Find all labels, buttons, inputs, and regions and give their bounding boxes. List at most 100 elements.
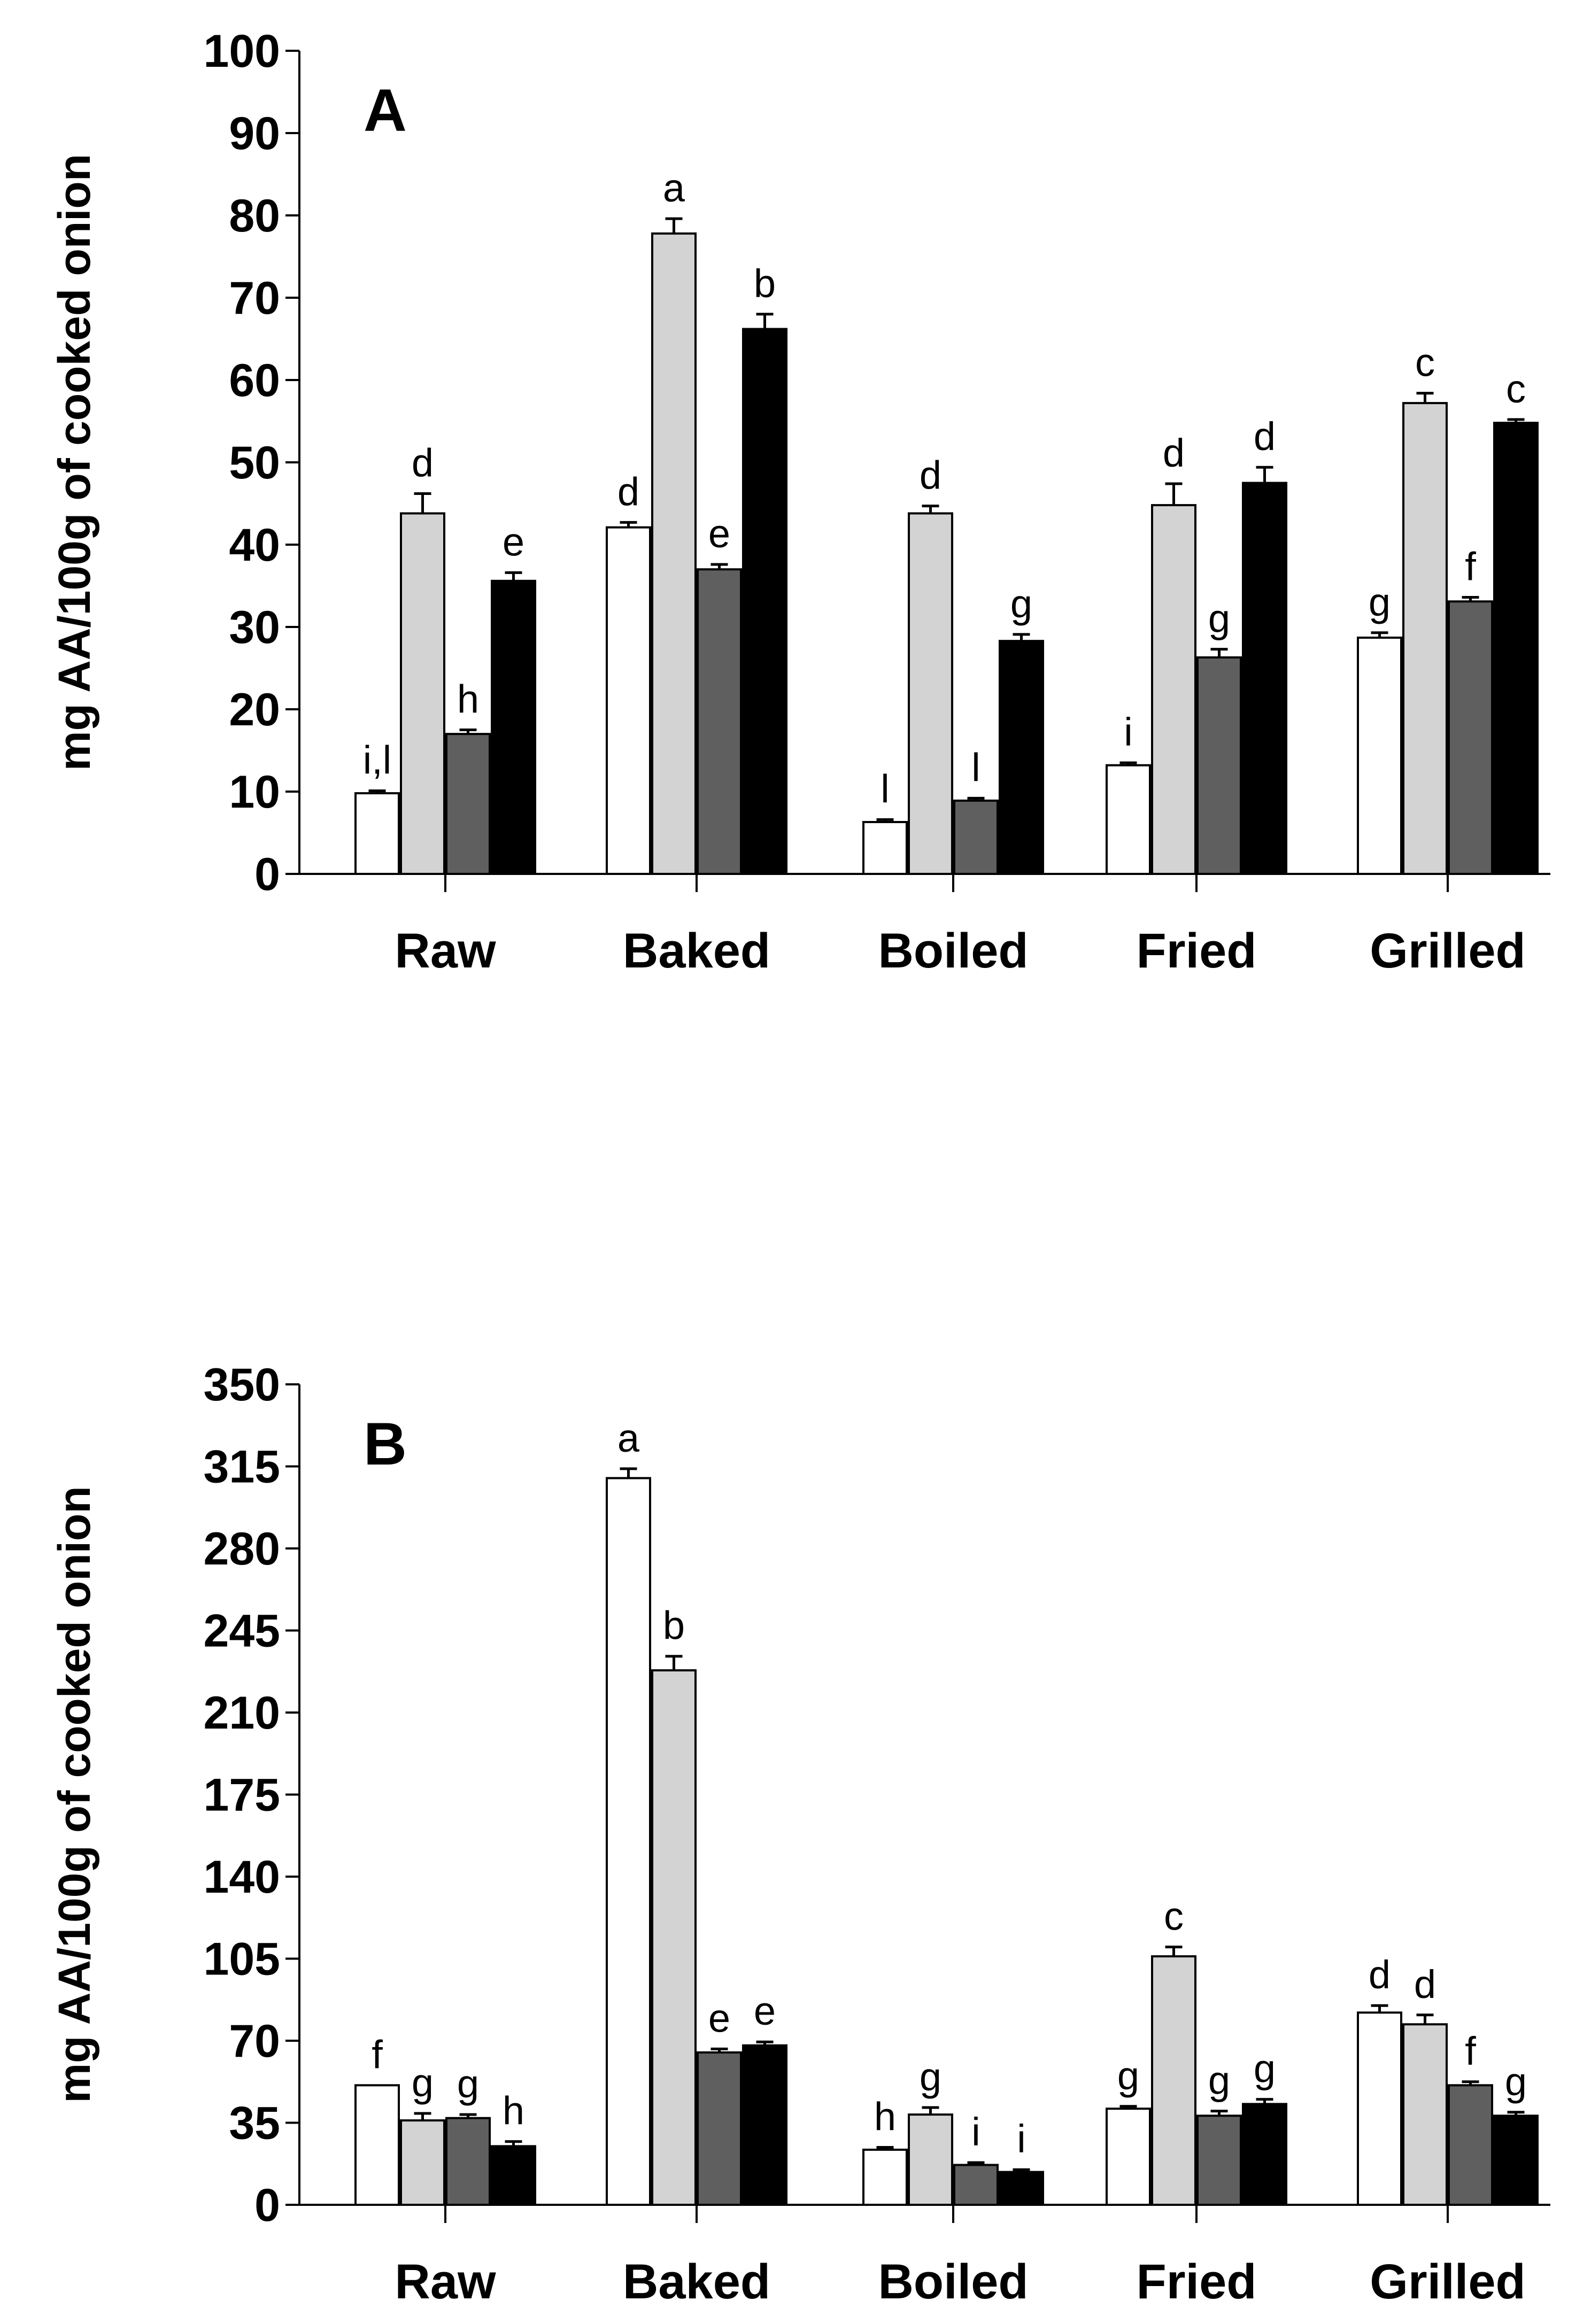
bar-boiled-series-2 [908,2113,953,2206]
significance-letter: d [1163,431,1185,475]
significance-letter: g [1208,2058,1230,2103]
bar-raw-series-4 [491,2145,536,2206]
significance-letter: g [457,2062,479,2106]
significance-letter: g [920,2055,941,2099]
significance-letter: g [1505,2059,1527,2104]
significance-letter: d [1369,1953,1391,1997]
significance-letter: f [372,2032,383,2077]
y-tick-label: 10 [229,766,280,818]
significance-letter: e [708,1996,730,2040]
significance-letter: g [1254,2047,1276,2091]
y-tick-label: 80 [229,190,280,242]
significance-letter: c [1164,1894,1184,1939]
y-tick-label: 0 [254,2180,280,2231]
category-label-boiled: Boiled [878,2255,1028,2309]
category-label-baked: Baked [623,2255,770,2309]
bar-boiled-series-3 [953,2164,999,2206]
significance-letter: h [457,677,479,722]
y-tick-label: 40 [229,520,280,571]
significance-letter: l [881,766,889,811]
bar-baked-series-1 [606,1477,651,2206]
y-tick-label: 20 [229,684,280,735]
y-tick-label: 315 [204,1442,281,1493]
significance-letter: e [503,520,524,564]
significance-letter: d [1414,1962,1436,2007]
bar-boiled-series-2 [908,512,953,875]
y-tick-label: 210 [204,1687,281,1739]
bar-fried-series-2 [1151,504,1196,875]
significance-letter: a [663,166,685,210]
significance-letter: f [1465,545,1476,589]
significance-letter: g [412,2060,434,2105]
significance-letter: e [708,512,730,556]
significance-letter: f [1465,2029,1476,2073]
bar-baked-series-2 [651,1669,697,2206]
y-tick-label: 70 [229,2016,280,2067]
significance-letter: l [971,745,980,789]
panel-a: 0 10 20 30 40 50 60 70 80 90 100 mg AA/100g of cook… [49,26,1550,978]
bar-raw-series-1 [354,792,400,875]
bar-baked-series-3 [697,568,742,875]
bar-raw-series-2 [400,512,445,875]
y-tick-label: 30 [229,602,280,653]
significance-letter: d [920,453,941,498]
significance-letter: g [1208,597,1230,641]
bar-grilled-series-2 [1402,2023,1448,2206]
bar-grilled-series-1 [1357,2011,1402,2206]
y-tick-label: 50 [229,437,280,489]
significance-letter: h [874,2095,896,2139]
bar-raw-series-4 [491,579,536,875]
category-label-fried: Fried [1137,2255,1257,2309]
bar-grilled-series-4 [1493,422,1539,875]
bar-raw-series-3 [445,733,491,875]
bar-boiled-series-4 [999,2171,1044,2206]
y-tick-label: 70 [229,273,280,324]
bar-baked-series-2 [651,232,697,875]
category-label-raw: Raw [395,924,496,978]
bar-fried-series-1 [1106,2108,1151,2206]
bar-boiled-series-1 [862,820,908,875]
significance-letter: b [663,1603,685,1648]
bar-grilled-series-1 [1357,637,1402,876]
significance-letter: h [503,2089,524,2133]
significance-letter: i [971,2110,980,2154]
significance-letter: b [754,261,776,306]
category-label-raw: Raw [395,2255,496,2309]
significance-letter: g [1010,582,1032,626]
category-label-grilled: Grilled [1370,924,1525,978]
y-tick-label: 90 [229,108,280,159]
significance-letter: d [1254,414,1276,459]
significance-letter: g [1117,2054,1139,2098]
bar-raw-series-3 [445,2117,491,2206]
y-axis-title: mg AA/100g of cooked onion [49,154,99,771]
significance-letter: d [412,441,434,485]
significance-letter: c [1415,340,1435,385]
y-tick-label: 100 [204,26,281,77]
significance-letter: g [1369,580,1391,624]
bar-fried-series-4 [1242,2103,1287,2206]
bar-baked-series-4 [742,2044,787,2206]
significance-letter: i,l [363,738,391,782]
bar-boiled-series-4 [999,640,1044,876]
panel-label: A [364,77,407,144]
bar-raw-series-1 [354,2084,400,2206]
bar-fried-series-1 [1106,764,1151,875]
y-tick-label: 60 [229,355,280,406]
bar-fried-series-4 [1242,482,1287,875]
bar-fried-series-2 [1151,1955,1196,2206]
bar-fried-series-3 [1196,2114,1242,2206]
bar-boiled-series-3 [953,799,999,875]
y-axis-title: mg AA/100g of cooked onion [49,1486,99,2103]
y-tick-label: 35 [229,2098,280,2149]
panel-b: 0 35 70 105 140 175 210 245 280 315 350 mg AA/100g … [49,1359,1550,2309]
y-tick-label: 105 [204,1934,281,1985]
y-tick-label: 0 [254,849,280,900]
significance-letter: d [617,469,639,514]
y-tick-label: 280 [204,1523,281,1575]
bar-boiled-series-1 [862,2148,908,2206]
significance-letter: e [754,1989,776,2033]
panel-label: B [364,1411,407,1477]
bar-grilled-series-4 [1493,2114,1539,2206]
